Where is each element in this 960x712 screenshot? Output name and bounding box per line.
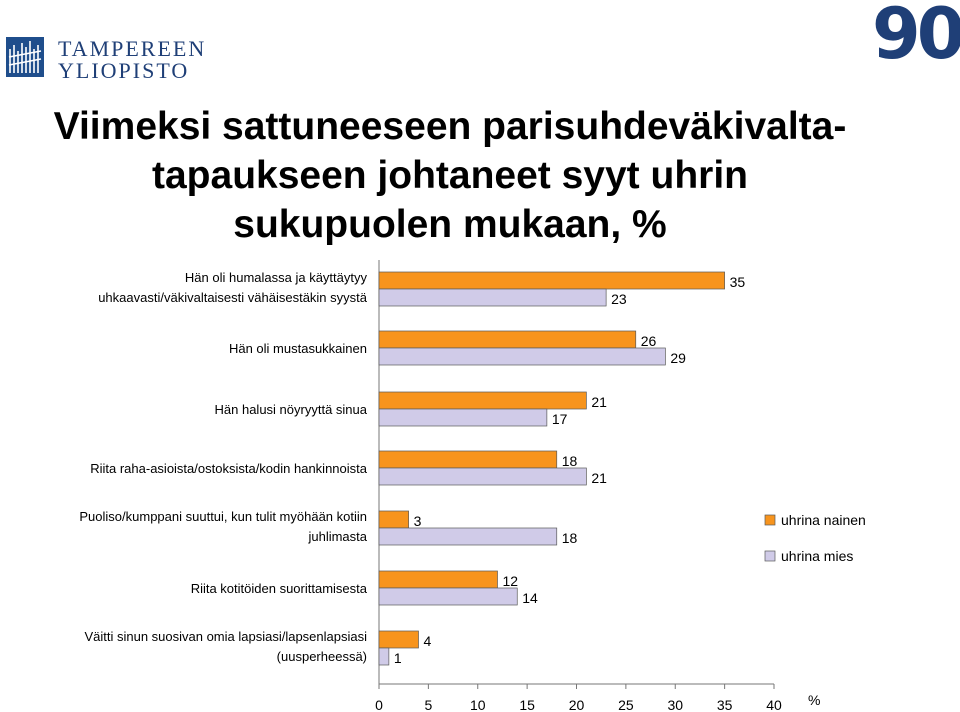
data-label: 29: [670, 350, 686, 366]
data-label: 12: [503, 573, 519, 589]
data-label: 35: [730, 274, 746, 290]
legend-swatch: [764, 514, 776, 526]
category-label: Hän oli mustasukkainen: [229, 341, 367, 356]
data-label: 17: [552, 411, 568, 427]
data-label: 14: [522, 590, 538, 606]
bar-mies: [378, 587, 518, 606]
university-logo: TAMPEREEN YLIOPISTO: [58, 38, 206, 82]
bar-nainen: [378, 510, 409, 529]
x-tick-label: 25: [618, 697, 634, 712]
x-tick-label: 35: [717, 697, 733, 712]
x-tick-label: 5: [424, 697, 432, 712]
x-tick-label: 10: [470, 697, 486, 712]
bar-nainen: [378, 630, 419, 649]
category-label: Hän oli humalassa ja käyttäytyy: [185, 270, 368, 285]
category-label: Riita raha-asioista/ostoksista/kodin han…: [90, 461, 368, 476]
title-line-2: tapaukseen johtaneet syyt uhrin: [152, 154, 748, 197]
x-tick-label: 15: [519, 697, 535, 712]
legend-label: uhrina nainen: [781, 512, 866, 528]
anniversary-badge: 90: [872, 0, 960, 75]
category-label: Väitti sinun suosivan omia lapsiasi/laps…: [84, 629, 367, 644]
data-label: 21: [591, 470, 607, 486]
category-label: Riita kotitöiden suorittamisesta: [191, 581, 368, 596]
bar-nainen: [378, 570, 498, 589]
bar-mies: [378, 347, 666, 366]
bar-nainen: [378, 450, 558, 469]
bar-nainen: [378, 271, 725, 290]
logo-line1: TAMPEREEN: [58, 36, 207, 61]
bar-mies: [378, 467, 587, 486]
data-label: 18: [562, 453, 578, 469]
x-tick-label: 30: [667, 697, 683, 712]
title-line-1: Viimeksi sattuneeseen parisuhdeväkivalta…: [53, 105, 847, 148]
bar-mies: [378, 408, 548, 427]
bar-nainen: [378, 391, 587, 410]
title-line-3: sukupuolen mukaan, %: [233, 203, 667, 246]
data-label: 4: [424, 633, 432, 649]
data-label: 26: [641, 333, 657, 349]
category-label: juhlimasta: [307, 529, 367, 544]
bar-nainen: [378, 330, 637, 349]
data-label: 3: [414, 513, 422, 529]
category-label: (uusperheessä): [277, 649, 367, 664]
x-axis-label: %: [808, 692, 820, 708]
data-label: 18: [562, 530, 578, 546]
data-label: 23: [611, 291, 627, 307]
category-label: Hän halusi nöyryyttä sinua: [215, 402, 368, 417]
legend-swatch: [764, 550, 776, 562]
data-label: 21: [591, 394, 607, 410]
x-tick-label: 20: [569, 697, 585, 712]
bar-mies: [378, 527, 558, 546]
x-tick-label: 0: [375, 697, 383, 712]
university-logo-icon: [6, 37, 44, 77]
page-title: Viimeksi sattuneeseen parisuhdeväkivalta…: [0, 102, 900, 249]
bar-mies: [378, 647, 390, 666]
category-label: uhkaavasti/väkivaltaisesti vähäisestäkin…: [98, 290, 368, 305]
bar-mies: [378, 288, 607, 307]
logo-line2: YLIOPISTO: [58, 58, 190, 83]
data-label: 1: [394, 650, 402, 666]
category-label: Puoliso/kumppani suuttui, kun tulit myöh…: [79, 509, 367, 524]
legend-label: uhrina mies: [781, 548, 853, 564]
x-tick-label: 40: [766, 697, 782, 712]
